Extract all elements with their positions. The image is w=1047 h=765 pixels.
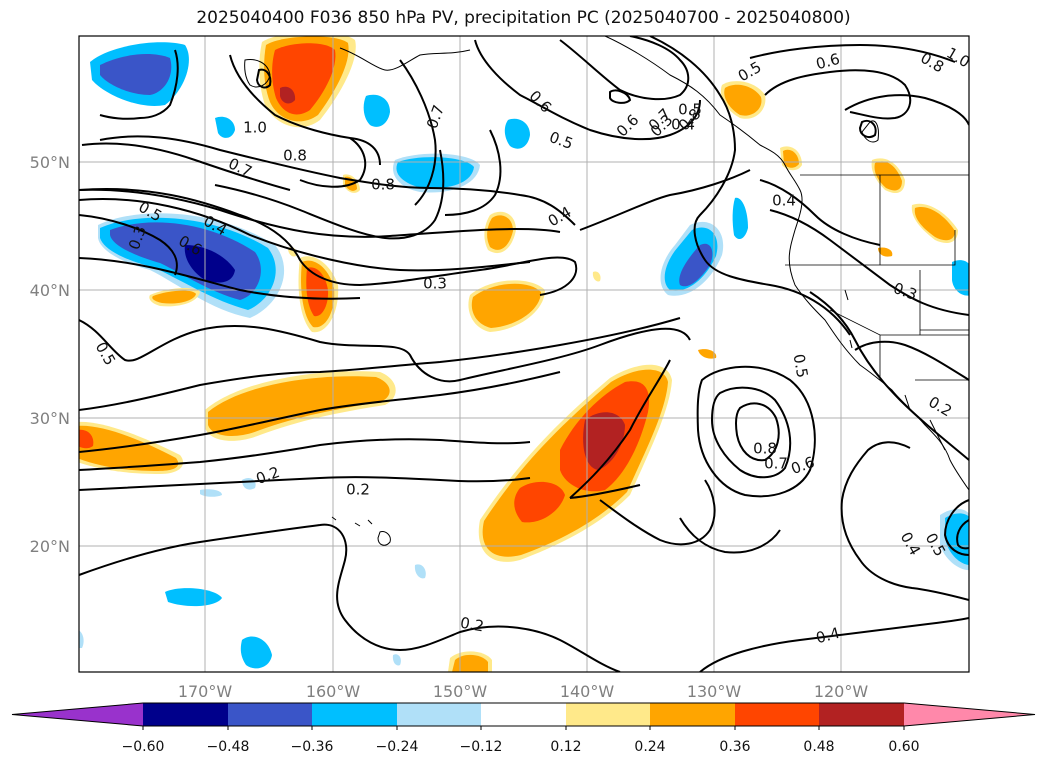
shade-pos-light [208, 376, 390, 437]
shade-pos-light [152, 290, 196, 304]
colorbar-segment [143, 703, 228, 726]
shade-neg-strong [184, 245, 235, 283]
pv-contours [79, 36, 969, 672]
contour-label: 0.5 [678, 101, 702, 119]
shade-neg-faint [414, 564, 426, 579]
lon-tick-label: 140°W [560, 682, 615, 701]
shade-pos-light [783, 149, 799, 168]
map-border [78, 35, 970, 673]
colorbar-tick-label: −0.60 [122, 739, 165, 755]
contour-label: 0.8 [371, 176, 395, 194]
colorbar-segment [481, 703, 566, 726]
shade-neg-faint [79, 630, 84, 648]
colorbar-tick-label: 0.60 [888, 739, 919, 755]
shade-pos-light [874, 161, 902, 191]
latitude-labels: 50°N 40°N 30°N 20°N [30, 153, 70, 556]
contour-label: 0.8 [753, 440, 777, 458]
shade-pos-light [452, 654, 488, 672]
colorbar-segment [397, 703, 481, 726]
colorbar-extend-low [12, 703, 143, 726]
shade-neg-light [215, 116, 235, 138]
colorbar-tick-label: −0.24 [376, 739, 419, 755]
shade-pos-light [724, 84, 762, 116]
shade-neg-light [240, 636, 272, 669]
colorbar-segment [650, 703, 735, 726]
contour-label: 0.4 [814, 624, 842, 648]
lon-tick-label: 130°W [687, 682, 742, 701]
longitude-labels: 170°W 160°W 150°W 140°W 130°W 120°W [178, 682, 869, 701]
shade-neg-light [504, 118, 530, 149]
shade-pos-mid [79, 429, 94, 449]
contour-label: 0.4 [772, 192, 796, 210]
lat-tick-label: 40°N [30, 281, 70, 300]
contour-label: 0.3 [423, 275, 447, 293]
graticule [79, 36, 969, 672]
colorbar-tick-label: 0.36 [719, 739, 750, 755]
political-borders [785, 174, 969, 381]
colorbar-segment [735, 703, 819, 726]
shade-pos-light [878, 247, 893, 257]
colorbar-segment [312, 703, 397, 726]
shade-pos-light [471, 283, 541, 328]
lat-tick-label: 30°N [30, 409, 70, 428]
colorbar-tick-label: 0.48 [803, 739, 834, 755]
contour-label: 0.7 [764, 455, 788, 473]
shade-pos-strong [280, 86, 296, 104]
contour-label: 0.2 [459, 614, 486, 636]
colorbar-extend-high [904, 703, 1035, 726]
shade-neg-light [363, 94, 390, 127]
lon-tick-label: 170°W [178, 682, 233, 701]
shade-pos-light [79, 425, 179, 471]
lon-tick-label: 160°W [306, 682, 361, 701]
contour-label: 0.8 [283, 147, 307, 165]
contour-label: 0.2 [346, 481, 370, 499]
shade-pos-mid [514, 481, 565, 523]
colorbar-segment [819, 703, 904, 726]
shade-pos-faint [592, 271, 601, 282]
shade-pos-light [487, 215, 513, 250]
colorbar-segment [228, 703, 312, 726]
shade-neg-mid [679, 243, 713, 287]
colorbar-tick-label: −0.36 [291, 739, 334, 755]
colorbar-tick-label: 0.12 [550, 739, 581, 755]
shade-neg-faint [392, 654, 401, 666]
lon-tick-label: 120°W [814, 682, 869, 701]
colorbar: −0.60 −0.48 −0.36 −0.24 −0.12 0.12 0.24 0.36 0.4… [11, 702, 1036, 755]
map-title: 2025040400 F036 850 hPa PV, precipitatio… [196, 8, 851, 28]
shade-pos-strong [583, 412, 625, 470]
lat-tick-label: 20°N [30, 537, 70, 556]
contour-label: 0.6 [814, 50, 842, 74]
shade-neg-light [952, 260, 969, 296]
colorbar-tick-label: −0.12 [460, 739, 503, 755]
lat-tick-label: 50°N [30, 153, 70, 172]
contour-label: 1.0 [243, 119, 267, 137]
contour-label: 0.5 [790, 353, 812, 380]
shade-neg-light [165, 588, 222, 607]
shade-neg-mid [100, 54, 172, 95]
colorbar-tick-label: 0.24 [634, 739, 665, 755]
colorbar-segment [566, 703, 650, 726]
shade-neg-light [732, 197, 748, 240]
shade-pos-light [914, 207, 955, 241]
colorbar-tick-label: −0.48 [207, 739, 250, 755]
lon-tick-label: 150°W [433, 682, 488, 701]
precipitation-shading [79, 36, 969, 672]
shade-pos-mid [306, 267, 329, 317]
shade-neg-light [396, 157, 474, 189]
contour-label: 0.4 [671, 116, 695, 134]
shade-pos-light [698, 349, 717, 359]
